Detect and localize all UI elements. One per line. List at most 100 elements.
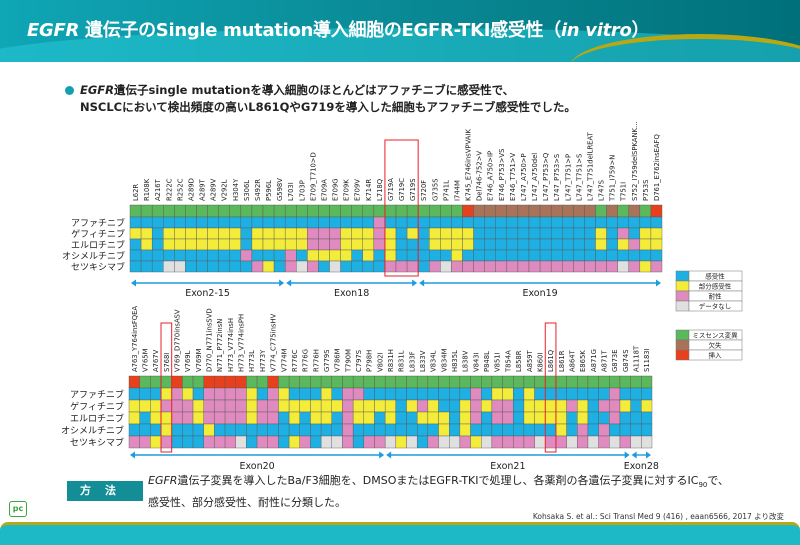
mutation-type-cell — [246, 375, 258, 389]
mutation-label: R776C — [291, 349, 299, 372]
sensitivity-cell — [251, 238, 264, 251]
sensitivity-cell — [459, 399, 471, 413]
mutation-label: L747_T751>S — [575, 154, 583, 201]
legend-label-box — [688, 349, 743, 361]
sensitivity-cell — [587, 435, 599, 449]
sensitivity-cell — [555, 423, 567, 437]
sensitivity-cell — [417, 238, 430, 251]
exon-arrow-right-icon — [379, 451, 385, 459]
sensitivity-cell — [502, 399, 514, 413]
sensitivity-cell — [555, 387, 567, 401]
sensitivity-cell — [609, 387, 621, 401]
mutation-type-cell — [598, 375, 610, 389]
exon-arrow-left-icon — [419, 279, 425, 287]
sensitivity-cell — [523, 423, 535, 437]
sensitivity-cell — [342, 411, 354, 425]
mutation-label: H773L — [248, 350, 256, 372]
sensitivity-cell — [384, 387, 397, 401]
sensitivity-cell — [630, 411, 642, 425]
slide-footer — [0, 522, 800, 545]
mutation-type-cell — [278, 375, 290, 389]
sensitivity-cell — [427, 387, 439, 401]
mutation-label: L833V — [419, 350, 427, 372]
mutation-label: L858R — [515, 350, 523, 372]
mutation-type-cell — [196, 204, 208, 218]
sensitivity-cell — [587, 423, 599, 437]
mutation-label: L833F — [408, 351, 416, 372]
mutation-type-cell — [139, 375, 151, 389]
sensitivity-cell — [598, 411, 610, 425]
mutation-label: Del746-752>V — [476, 151, 484, 201]
sensitivity-cell — [406, 435, 418, 449]
sensitivity-cell — [462, 238, 474, 251]
exon-arrow-left-icon — [130, 451, 135, 459]
mutation-type-cell — [495, 204, 508, 218]
sensitivity-cell — [374, 435, 386, 449]
sensitivity-cell — [395, 216, 408, 229]
drug-label: エルロチニブ — [71, 239, 125, 251]
sensitivity-cell — [218, 216, 230, 229]
mutation-label: E865K — [579, 350, 587, 372]
sensitivity-cell — [256, 387, 268, 401]
mutation-label: A871T — [600, 349, 608, 372]
mutation-label: K860I — [536, 353, 544, 372]
sensitivity-cell — [545, 387, 557, 401]
sensitivity-cell — [584, 238, 596, 251]
sensitivity-cell — [278, 423, 290, 437]
sensitivity-cell — [182, 411, 194, 425]
method-subscript: 90 — [698, 481, 708, 490]
mutation-type-cell — [617, 204, 629, 218]
sensitivity-cell — [299, 435, 311, 449]
mutation-label: A289D — [187, 178, 195, 201]
sensitivity-cell — [470, 435, 482, 449]
sensitivity-cell — [139, 435, 151, 449]
sensitivity-cell — [296, 260, 308, 273]
mutation-type-cell — [462, 204, 474, 218]
sensitivity-cell — [299, 387, 311, 401]
sensitivity-cell — [331, 423, 343, 437]
mutation-type-cell — [417, 204, 430, 218]
sensitivity-cell — [562, 238, 574, 251]
mutation-type-cell — [340, 204, 352, 218]
mutation-label: L747_A750>P — [520, 153, 528, 201]
mutation-label: H835L — [451, 350, 459, 372]
sensitivity-cell — [151, 238, 164, 251]
sensitivity-cell — [214, 435, 226, 449]
mutation-type-cell — [150, 375, 162, 389]
sensitivity-cell — [363, 387, 375, 401]
mutation-type-cell — [229, 204, 242, 218]
sensitivity-cell — [128, 423, 140, 437]
sensitivity-cell — [240, 227, 253, 240]
sensitivity-cell — [606, 227, 618, 240]
sensitivity-cell — [160, 411, 172, 425]
sensitivity-cell — [630, 423, 642, 437]
sensitivity-cell — [384, 260, 397, 273]
sensitivity-cell — [416, 387, 429, 401]
mutation-type-cell — [174, 204, 186, 218]
sensitivity-cell — [534, 423, 546, 437]
sensitivity-cell — [329, 216, 341, 229]
sensitivity-cell — [539, 216, 552, 229]
sensitivity-cell — [363, 411, 375, 425]
mutation-label: H773_V774insH — [227, 318, 235, 372]
mutation-label: A216T — [154, 178, 162, 201]
sensitivity-cell — [140, 249, 153, 262]
sensitivity-cell — [619, 399, 631, 413]
mutation-type-cell — [288, 375, 300, 389]
mutation-type-cell — [459, 375, 471, 389]
mutation-type-cell — [362, 204, 375, 218]
sensitivity-cell — [352, 423, 365, 437]
sensitivity-cell — [550, 216, 563, 229]
mutation-label: C797S — [355, 350, 363, 372]
bullet-dot-icon — [65, 86, 74, 95]
mutation-type-cell — [160, 375, 172, 389]
sensitivity-cell — [246, 399, 258, 413]
exon-arrow-left-icon — [131, 279, 136, 287]
sensitivity-cell — [462, 227, 474, 240]
mutation-type-cell — [484, 204, 496, 218]
exon-arrow-left-icon — [631, 451, 637, 459]
mutation-type-cell — [628, 204, 641, 218]
mutation-type-cell — [224, 375, 236, 389]
sensitivity-cell — [129, 227, 142, 240]
sensitivity-cell — [617, 238, 629, 251]
